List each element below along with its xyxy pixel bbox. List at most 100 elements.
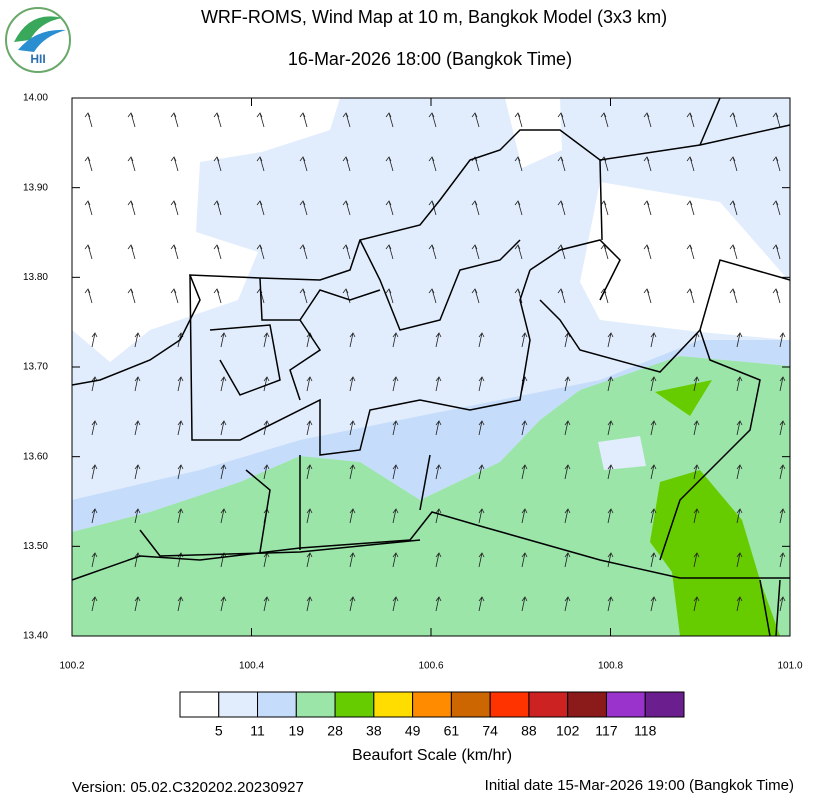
- wind-arrow: [306, 376, 311, 392]
- wind-arrow-head: [299, 244, 306, 250]
- wind-arrow: [775, 156, 781, 172]
- wind-arrow: [478, 596, 483, 612]
- wind-arrow: [263, 464, 268, 480]
- wind-arrow-head: [392, 508, 399, 514]
- wind-arrow-head: [650, 332, 657, 338]
- wind-arrow-head: [514, 200, 521, 206]
- wind-arrow: [521, 552, 526, 568]
- wind-arrow: [306, 508, 311, 524]
- wind-arrow: [779, 552, 784, 568]
- wind-arrow-head: [643, 112, 650, 118]
- wind-arrow-head: [435, 332, 442, 338]
- wind-arrow: [345, 156, 351, 172]
- wind-arrow-head: [127, 156, 134, 162]
- wind-arrow: [689, 112, 695, 128]
- wind-arrow-head: [428, 200, 435, 206]
- colorbar-label: 5: [215, 723, 223, 739]
- wind-arrow: [134, 420, 139, 436]
- wind-arrow: [263, 552, 268, 568]
- wind-arrow-head: [306, 420, 313, 426]
- wind-arrow-head: [514, 288, 521, 294]
- version: Version: 05.02.C320202.20230927: [72, 779, 304, 796]
- wind-arrow: [560, 244, 566, 260]
- wind-arrow: [564, 376, 569, 392]
- region: [655, 380, 712, 416]
- y-tick-label: 13.90: [23, 182, 48, 193]
- colorbar-label: 11: [250, 723, 265, 739]
- wind-arrow-head: [177, 376, 184, 382]
- wind-arrow-head: [385, 288, 392, 294]
- wind-arrow-head: [349, 376, 356, 382]
- wind-arrow-head: [471, 200, 478, 206]
- wind-arrow: [435, 332, 440, 348]
- wind-arrow-head: [170, 156, 177, 162]
- wind-arrow-head: [134, 376, 141, 382]
- wind-arrow: [87, 200, 93, 216]
- wind-arrow-head: [693, 420, 700, 426]
- wind-arrow: [689, 288, 695, 304]
- wind-arrow-head: [736, 552, 743, 558]
- colorbar-label: 74: [482, 723, 498, 739]
- wind-arrow-head: [564, 464, 571, 470]
- wind-arrow: [216, 244, 222, 260]
- wind-arrow-head: [779, 552, 786, 558]
- wind-arrow: [607, 420, 612, 436]
- wind-arrow-head: [557, 200, 564, 206]
- wind-arrow: [91, 332, 96, 348]
- wind-arrow: [130, 244, 136, 260]
- wind-arrow: [478, 376, 483, 392]
- boundary: [529, 239, 621, 301]
- wind-arrow: [775, 200, 781, 216]
- wind-arrow: [560, 200, 566, 216]
- wind-arrow: [220, 420, 225, 436]
- wind-arrow: [607, 332, 612, 348]
- wind-arrow: [564, 596, 569, 612]
- wind-arrow: [650, 596, 655, 612]
- wind-arrow: [87, 112, 93, 128]
- wind-arrow-head: [299, 112, 306, 118]
- wind-arrow-head: [729, 156, 736, 162]
- wind-arrow-head: [177, 508, 184, 514]
- wind-arrow: [134, 376, 139, 392]
- logo-text: HII: [30, 52, 45, 66]
- wind-arrow-head: [514, 112, 521, 118]
- wind-arrow-head: [392, 552, 399, 558]
- logo: HII: [5, 7, 71, 73]
- wind-arrow-head: [134, 332, 141, 338]
- wind-arrow-head: [220, 332, 227, 338]
- wind-arrow-head: [564, 420, 571, 426]
- wind-arrow: [220, 332, 225, 348]
- wind-arrow-head: [478, 552, 485, 558]
- wind-arrow-head: [428, 244, 435, 250]
- colorbar-swatch: [567, 691, 607, 718]
- wind-arrow-head: [349, 552, 356, 558]
- wind-arrow-head: [170, 244, 177, 250]
- wind-arrow-head: [564, 376, 571, 382]
- wind-arrow-head: [471, 244, 478, 250]
- wind-arrow: [173, 200, 179, 216]
- wind-arrow-head: [213, 200, 220, 206]
- wind-arrow: [134, 552, 139, 568]
- y-tick-label: 14.00: [23, 93, 48, 104]
- wind-arrow-head: [127, 112, 134, 118]
- wind-arrow: [392, 464, 397, 480]
- wind-arrow: [134, 508, 139, 524]
- wind-arrow-head: [385, 112, 392, 118]
- wind-arrow: [130, 112, 136, 128]
- wind-arrow: [646, 156, 652, 172]
- boundary: [289, 319, 322, 401]
- wind-arrow: [220, 552, 225, 568]
- wind-arrow: [646, 112, 652, 128]
- wind-arrow-head: [134, 420, 141, 426]
- wind-arrow: [607, 596, 612, 612]
- wind-arrow-head: [177, 420, 184, 426]
- wind-arrow: [689, 244, 695, 260]
- wind-arrow-head: [435, 596, 442, 602]
- wind-arrow-head: [729, 200, 736, 206]
- wind-arrow: [302, 200, 308, 216]
- wind-arrow: [560, 288, 566, 304]
- wind-arrow: [435, 596, 440, 612]
- colorbar-label: 49: [405, 723, 421, 739]
- wind-arrow: [302, 288, 308, 304]
- wind-arrow-head: [435, 552, 442, 558]
